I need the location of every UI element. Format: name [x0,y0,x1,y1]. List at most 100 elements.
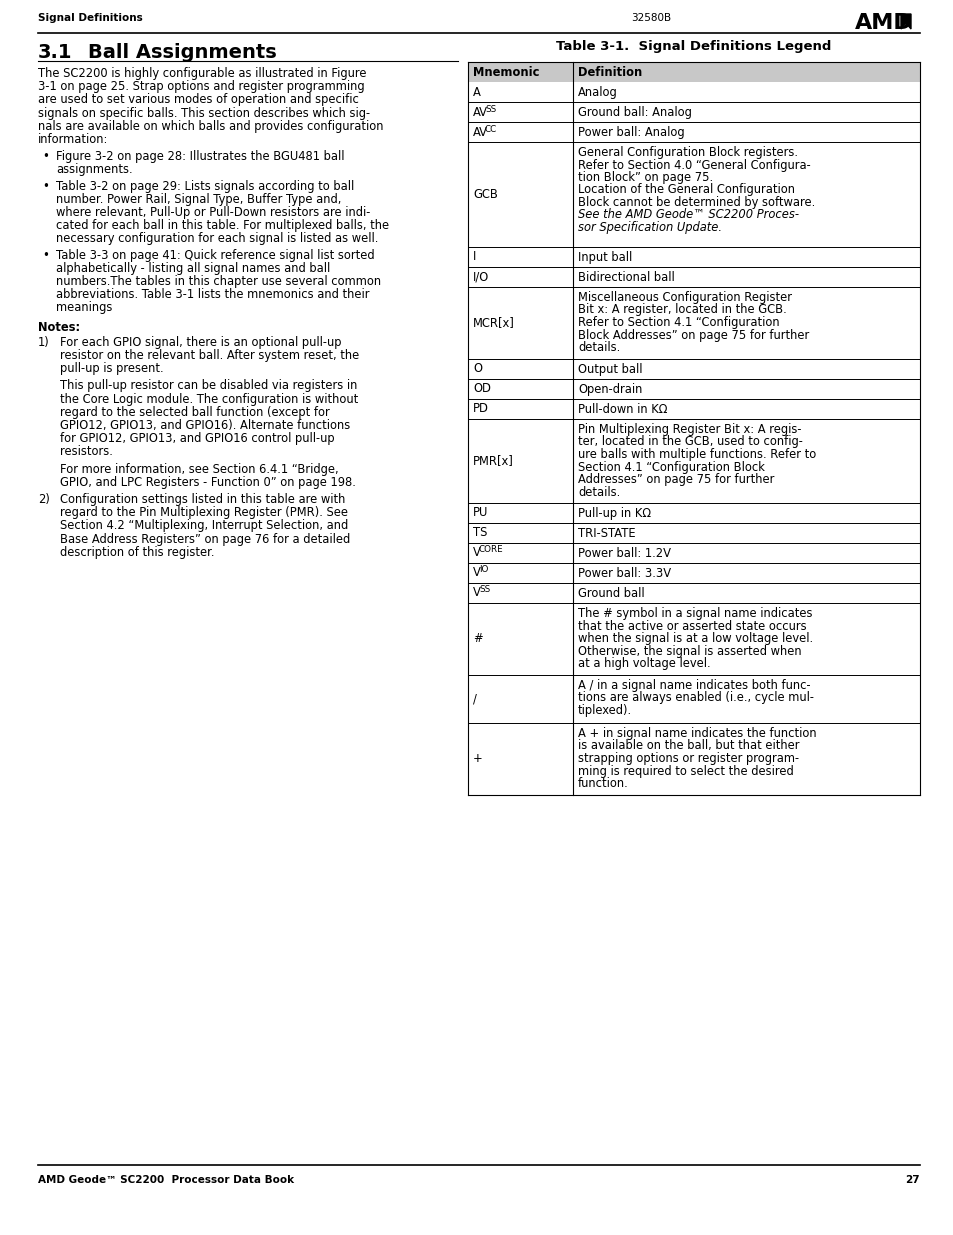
Bar [468,247,919,267]
Text: CORE: CORE [478,546,503,555]
Bar [468,503,919,522]
Text: AMD Geode™ SC2200  Processor Data Book: AMD Geode™ SC2200 Processor Data Book [38,1174,294,1186]
Text: information:: information: [38,133,109,146]
Text: Addresses” on page 75 for further: Addresses” on page 75 for further [578,473,774,487]
Text: alphabetically - listing all signal names and ball: alphabetically - listing all signal name… [56,262,330,275]
Bar [468,103,919,122]
Text: SS: SS [484,105,496,114]
Text: The SC2200 is highly configurable as illustrated in Figure: The SC2200 is highly configurable as ill… [38,67,366,80]
Text: AV: AV [473,126,488,138]
Text: Pull-up in KΩ: Pull-up in KΩ [578,508,651,520]
Text: meanings: meanings [56,301,112,315]
Text: PD: PD [473,403,488,415]
Bar [468,359,919,379]
Text: Pull-down in KΩ: Pull-down in KΩ [578,403,667,416]
Text: MCR[x]: MCR[x] [473,316,515,330]
Text: Mnemonic: Mnemonic [473,65,539,79]
Text: resistor on the relevant ball. After system reset, the: resistor on the relevant ball. After sys… [60,350,359,362]
Text: 32580B: 32580B [630,14,670,23]
Text: Section 4.2 “Multiplexing, Interrupt Selection, and: Section 4.2 “Multiplexing, Interrupt Sel… [60,520,348,532]
Text: necessary configuration for each signal is listed as well.: necessary configuration for each signal … [56,232,378,246]
Text: PMR[x]: PMR[x] [473,454,514,468]
Text: function.: function. [578,777,628,790]
Text: V: V [473,567,480,579]
Text: Input ball: Input ball [578,251,632,264]
Text: Otherwise, the signal is asserted when: Otherwise, the signal is asserted when [578,645,801,657]
Text: A / in a signal name indicates both func-: A / in a signal name indicates both func… [578,679,810,692]
Text: Open-drain: Open-drain [578,383,641,396]
Text: Table 3-1.  Signal Definitions Legend: Table 3-1. Signal Definitions Legend [556,40,831,53]
Text: numbers.The tables in this chapter use several common: numbers.The tables in this chapter use s… [56,275,381,288]
Text: Power ball: 3.3V: Power ball: 3.3V [578,567,670,580]
Text: Configuration settings listed in this table are with: Configuration settings listed in this ta… [60,493,345,506]
Text: ter, located in the GCB, used to config-: ter, located in the GCB, used to config- [578,436,802,448]
Bar [468,543,919,563]
Text: details.: details. [578,341,619,354]
Bar [468,267,919,287]
Text: I/O: I/O [473,270,489,284]
Text: PU: PU [473,506,488,520]
Text: signals on specific balls. This section describes which sig-: signals on specific balls. This section … [38,106,370,120]
Text: This pull-up resistor can be disabled via registers in: This pull-up resistor can be disabled vi… [60,379,357,393]
Bar [468,603,919,676]
Bar [468,122,919,142]
Text: GPIO12, GPIO13, and GPIO16). Alternate functions: GPIO12, GPIO13, and GPIO16). Alternate f… [60,419,350,432]
Text: Analog: Analog [578,86,618,99]
Text: AMD: AMD [854,14,912,33]
Text: tions are always enabled (i.e., cycle mul-: tions are always enabled (i.e., cycle mu… [578,692,813,704]
Text: For more information, see Section 6.4.1 “Bridge,: For more information, see Section 6.4.1 … [60,463,338,475]
Text: Base Address Registers” on page 76 for a detailed: Base Address Registers” on page 76 for a… [60,532,350,546]
Text: number. Power Rail, Signal Type, Buffer Type and,: number. Power Rail, Signal Type, Buffer … [56,193,341,206]
Text: Power ball: Analog: Power ball: Analog [578,126,684,140]
Text: resistors.: resistors. [60,446,112,458]
Bar [468,62,919,82]
Text: for GPIO12, GPIO13, and GPIO16 control pull-up: for GPIO12, GPIO13, and GPIO16 control p… [60,432,335,445]
Text: +: + [473,752,482,766]
Text: For each GPIO signal, there is an optional pull-up: For each GPIO signal, there is an option… [60,336,341,348]
Bar [468,82,919,103]
Text: Block Addresses” on page 75 for further: Block Addresses” on page 75 for further [578,329,808,342]
Text: The # symbol in a signal name indicates: The # symbol in a signal name indicates [578,606,812,620]
Text: Figure 3-2 on page 28: Illustrates the BGU481 ball: Figure 3-2 on page 28: Illustrates the B… [56,151,344,163]
Text: 3.1: 3.1 [38,43,72,62]
Bar [468,563,919,583]
Text: CC: CC [484,125,497,133]
Bar [468,722,919,795]
Text: is available on the ball, but that either: is available on the ball, but that eithe… [578,740,799,752]
Text: SS: SS [478,585,490,594]
Text: the Core Logic module. The configuration is without: the Core Logic module. The configuration… [60,393,358,405]
Text: ure balls with multiple functions. Refer to: ure balls with multiple functions. Refer… [578,448,816,461]
Text: that the active or asserted state occurs: that the active or asserted state occurs [578,620,806,632]
Text: Location of the General Configuration: Location of the General Configuration [578,184,794,196]
Text: General Configuration Block registers.: General Configuration Block registers. [578,146,797,159]
Text: Block cannot be determined by software.: Block cannot be determined by software. [578,196,815,209]
Text: tiplexed).: tiplexed). [578,704,632,718]
Text: assignments.: assignments. [56,163,132,177]
Text: I: I [473,251,476,263]
Bar [468,522,919,543]
Text: cated for each ball in this table. For multiplexed balls, the: cated for each ball in this table. For m… [56,219,389,232]
Bar [468,676,919,722]
Text: Bit x: A register, located in the GCB.: Bit x: A register, located in the GCB. [578,304,786,316]
Text: regard to the Pin Multiplexing Register (PMR). See: regard to the Pin Multiplexing Register … [60,506,348,519]
Text: regard to the selected ball function (except for: regard to the selected ball function (ex… [60,406,330,419]
Text: Ground ball: Analog: Ground ball: Analog [578,106,691,119]
Text: details.: details. [578,485,619,499]
Text: Section 4.1 “Configuration Block: Section 4.1 “Configuration Block [578,461,764,473]
Text: Ball Assignments: Ball Assignments [88,43,276,62]
Text: Miscellaneous Configuration Register: Miscellaneous Configuration Register [578,291,791,304]
Text: •: • [42,179,49,193]
Bar [468,399,919,419]
Text: A + in signal name indicates the function: A + in signal name indicates the functio… [578,727,816,740]
Text: Bidirectional ball: Bidirectional ball [578,270,674,284]
Text: •: • [42,248,49,262]
Text: IO: IO [478,566,488,574]
Bar [468,287,919,359]
Text: Refer to Section 4.1 “Configuration: Refer to Section 4.1 “Configuration [578,316,779,329]
Text: Notes:: Notes: [38,321,80,333]
Text: pull-up is present.: pull-up is present. [60,362,164,375]
Text: Ground ball: Ground ball [578,587,644,600]
Text: TRI-STATE: TRI-STATE [578,527,635,540]
Text: V: V [473,547,480,559]
Text: strapping options or register program-: strapping options or register program- [578,752,799,764]
